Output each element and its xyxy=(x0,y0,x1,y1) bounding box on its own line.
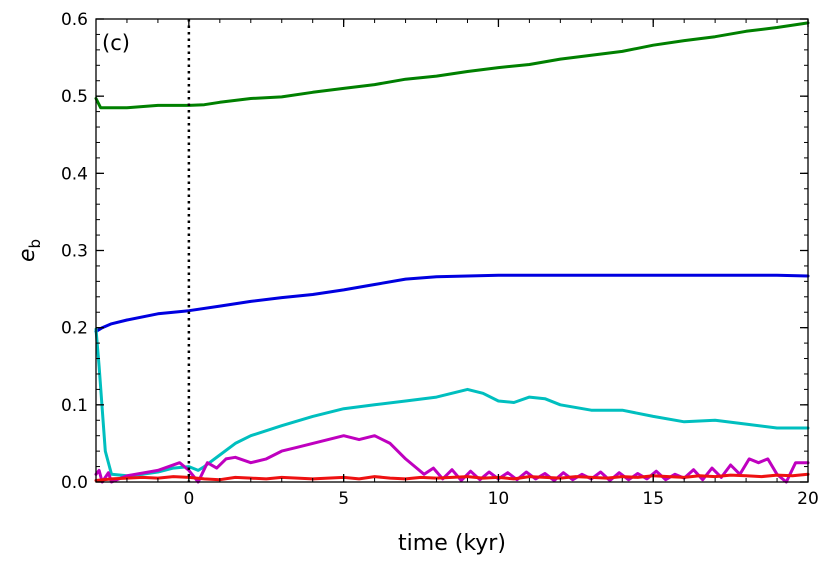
x-axis-label: time (kyr) xyxy=(398,531,506,556)
y-axis-label-subscript: b xyxy=(26,239,44,249)
y-tick-label: 0.6 xyxy=(61,10,88,30)
x-tick-label: 15 xyxy=(642,489,664,509)
plot-frame xyxy=(95,18,809,483)
tick-labels-layer: 0 5 10 15 20 0.0 0.1 0.2 0.3 0.4 0.5 0.6 xyxy=(61,10,819,509)
y-tick-label: 0.2 xyxy=(61,319,88,339)
ticks-layer xyxy=(95,18,809,483)
series-layer xyxy=(94,21,810,484)
y-tick-label: 0.5 xyxy=(61,87,88,107)
y-axis-label-main: e xyxy=(15,248,40,262)
x-tick-label: 10 xyxy=(488,489,510,509)
panel-label: (c) xyxy=(102,31,130,55)
x-tick-label: 5 xyxy=(338,489,349,509)
series-line-3 xyxy=(94,327,810,478)
y-tick-label: 0.3 xyxy=(61,242,88,262)
y-tick-label: 0.0 xyxy=(61,473,88,493)
series-line-1 xyxy=(94,21,810,110)
series-line-5 xyxy=(94,472,810,482)
y-tick-label: 0.4 xyxy=(61,164,88,184)
x-tick-label: 0 xyxy=(183,489,194,509)
x-tick-label: 20 xyxy=(797,489,819,509)
series-line-2 xyxy=(94,273,810,333)
y-tick-label: 0.1 xyxy=(61,396,88,416)
y-axis-label: eb xyxy=(15,239,44,262)
